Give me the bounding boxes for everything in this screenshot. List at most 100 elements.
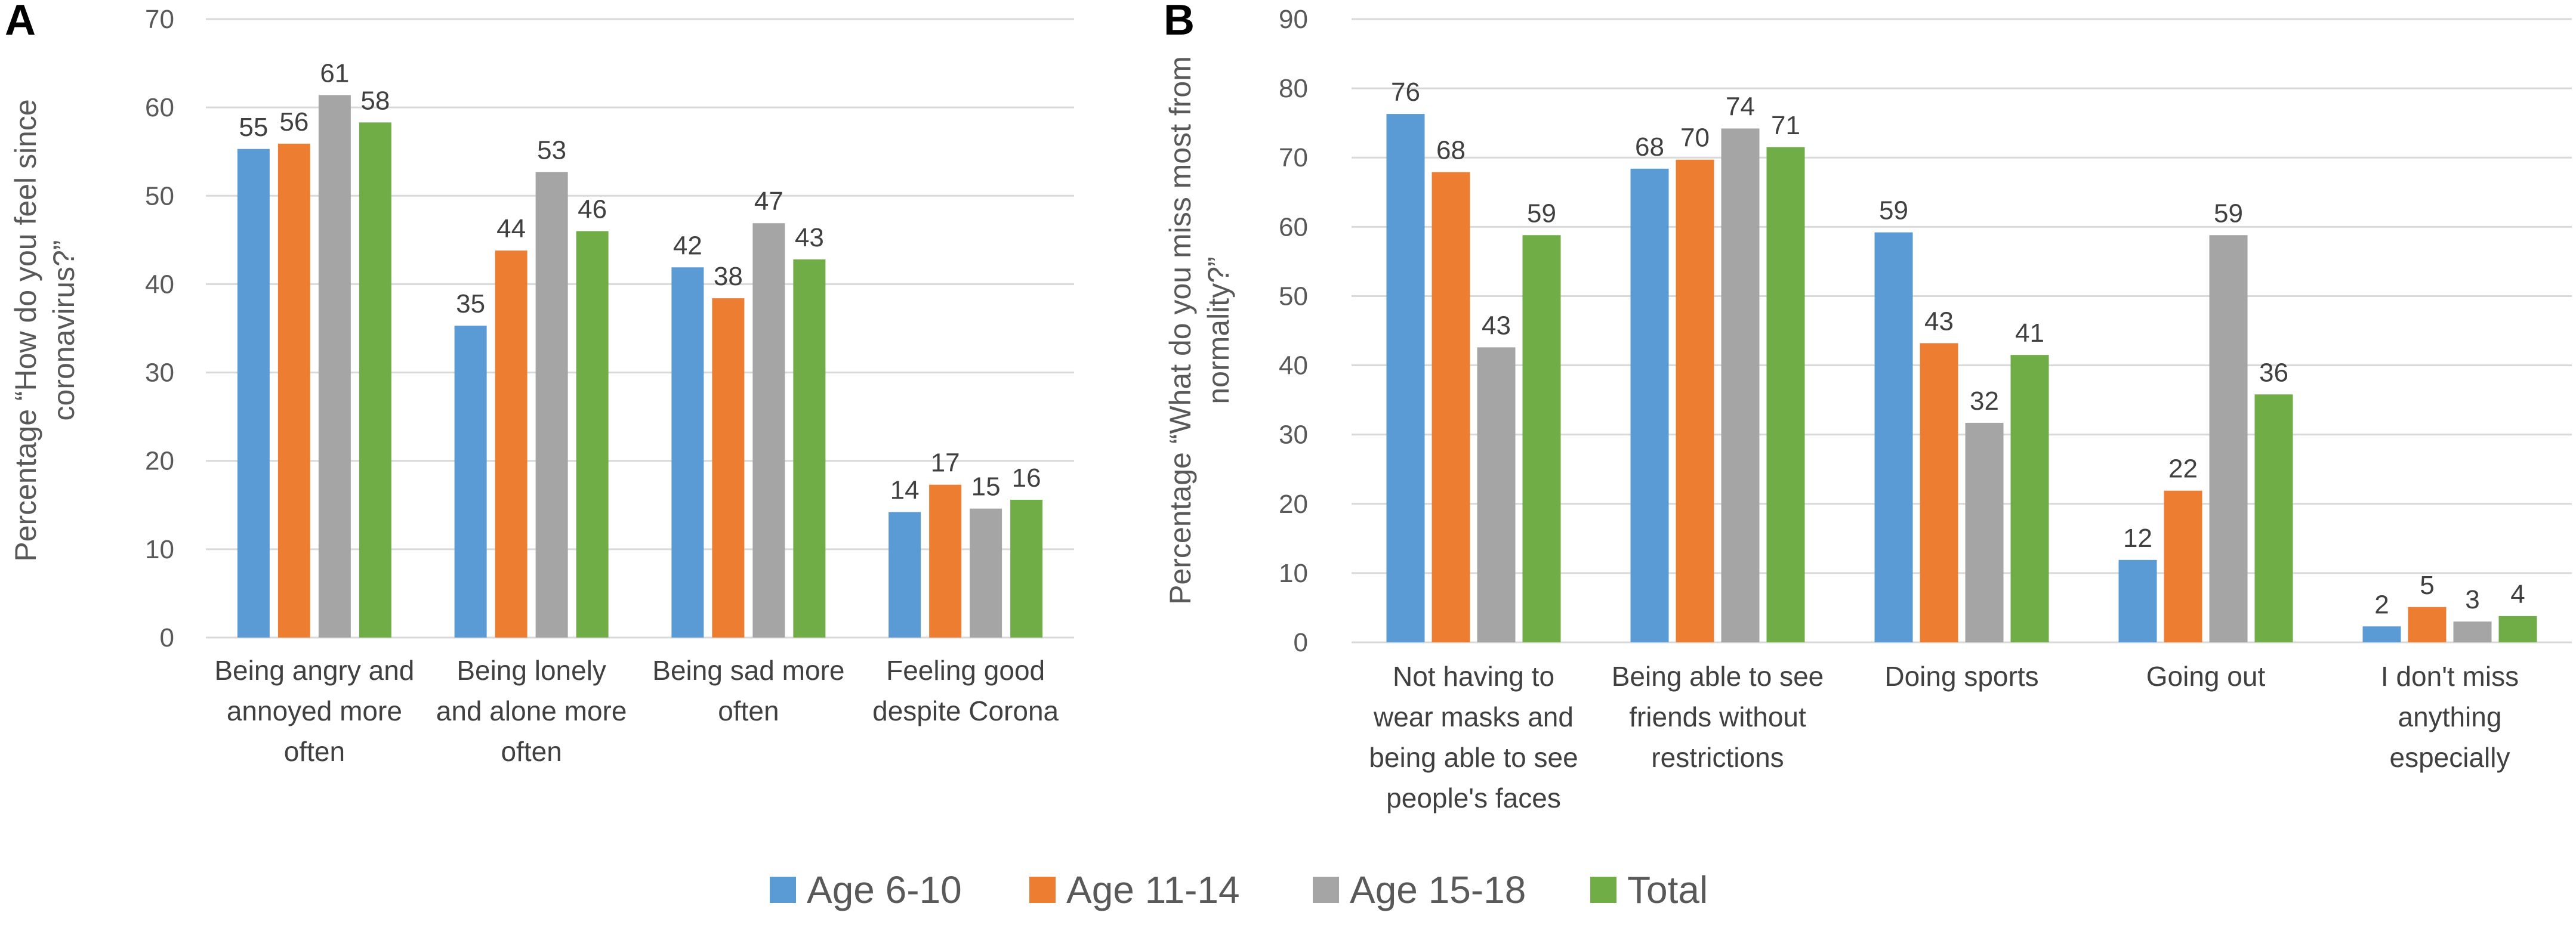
legend-label: Total xyxy=(1627,868,1708,911)
legend-swatch xyxy=(770,877,796,903)
y-tick-label: 60 xyxy=(1279,212,1308,242)
data-label: 12 xyxy=(2123,524,2152,553)
y-tick-label: 20 xyxy=(145,447,174,476)
data-label: 5 xyxy=(2420,571,2434,600)
y-axis-title: Percentage “What do you miss most from xyxy=(1164,56,1197,605)
bar-age-11-14 xyxy=(1432,172,1470,642)
category-label: friends without xyxy=(1629,701,1806,732)
legend-swatch xyxy=(1029,877,1056,903)
data-label: 47 xyxy=(754,187,783,216)
data-label: 14 xyxy=(890,476,920,505)
category-label: Being angry and xyxy=(214,655,414,686)
category-label: I don't miss xyxy=(2381,661,2519,692)
data-label: 58 xyxy=(360,86,390,115)
data-label: 35 xyxy=(456,289,485,318)
category-label: and alone more xyxy=(436,695,627,726)
bar-age-6-10 xyxy=(1386,114,1425,643)
data-label: 16 xyxy=(1012,463,1041,493)
category-label: often xyxy=(501,736,562,767)
data-label: 41 xyxy=(2015,318,2044,348)
bar-total xyxy=(2254,394,2293,642)
bar-age-6-10 xyxy=(454,326,487,638)
legend-label: Age 6-10 xyxy=(807,868,962,911)
data-label: 71 xyxy=(1771,111,1800,140)
category-label: annoyed more xyxy=(227,695,402,726)
category-labels-b: Not having to wear masks and being able to… xyxy=(1369,661,2519,813)
bar-age-6-10 xyxy=(1630,168,1669,642)
data-label: 59 xyxy=(1879,196,1908,225)
data-label: 68 xyxy=(1635,132,1664,162)
bar-total xyxy=(1010,499,1043,638)
legend-swatch xyxy=(1590,877,1616,903)
bar-age-11-14 xyxy=(1676,159,1714,642)
category-label: Not having to xyxy=(1393,661,1554,692)
legend-swatch xyxy=(1313,877,1339,903)
data-label: 55 xyxy=(239,113,268,142)
y-tick-label: 40 xyxy=(1279,351,1308,381)
category-label: Being lonely xyxy=(456,655,606,686)
bar-age-15-18 xyxy=(318,95,351,638)
bar-age-11-14 xyxy=(495,250,527,638)
y-tick-label: 70 xyxy=(1279,143,1308,172)
y-axis-title: coronavirus?” xyxy=(47,240,81,421)
bar-age-11-14 xyxy=(929,484,962,638)
y-tick-label: 0 xyxy=(160,623,174,652)
bar-age-15-18 xyxy=(2453,621,2492,642)
bar-age-6-10 xyxy=(2362,626,2401,642)
category-label: Feeling good xyxy=(886,655,1045,686)
y-axis-title: Percentage “How do you feel since xyxy=(9,99,42,561)
category-labels-a: Being angry and annoyed more often Being lo… xyxy=(214,655,1059,767)
y-axis-label-b: Percentage “What do you miss most from no… xyxy=(1164,56,1235,605)
data-label: 32 xyxy=(1970,386,1999,416)
data-label: 2 xyxy=(2374,590,2389,619)
data-label: 53 xyxy=(537,135,566,165)
bar-age-15-18 xyxy=(2209,235,2248,642)
data-label: 17 xyxy=(931,448,960,478)
bar-total xyxy=(1766,147,1805,643)
y-tick-label: 80 xyxy=(1279,74,1308,103)
bar-age-6-10 xyxy=(237,149,270,638)
bar-age-15-18 xyxy=(752,223,785,638)
data-label: 42 xyxy=(673,231,702,260)
data-label: 43 xyxy=(1924,307,1954,336)
bar-age-11-14 xyxy=(277,143,310,638)
data-label: 4 xyxy=(2510,580,2525,609)
y-tick-label: 20 xyxy=(1279,490,1308,519)
legend-label: Age 15-18 xyxy=(1350,868,1526,911)
panel-letter-a: A xyxy=(5,0,36,44)
bars-b xyxy=(1386,114,2537,643)
bar-age-6-10 xyxy=(2118,559,2157,642)
y-tick-label: 30 xyxy=(1279,420,1308,450)
category-label: anything xyxy=(2398,701,2502,732)
data-label: 43 xyxy=(795,223,824,252)
data-label: 74 xyxy=(1726,92,1755,121)
bar-total xyxy=(359,122,391,638)
data-label: 70 xyxy=(1680,123,1710,153)
bar-age-6-10 xyxy=(1874,232,1913,643)
bar-total xyxy=(793,259,826,638)
category-label: Being sad more xyxy=(652,655,844,686)
data-label: 38 xyxy=(714,262,743,291)
category-label: often xyxy=(284,736,345,767)
bar-total xyxy=(1522,235,1561,642)
bar-total xyxy=(2498,615,2537,642)
category-label: Going out xyxy=(2146,661,2266,692)
y-ticks-a: 0 10 20 30 40 50 60 70 xyxy=(145,5,174,652)
data-label: 36 xyxy=(2259,358,2288,387)
y-tick-label: 50 xyxy=(145,181,174,211)
bar-age-11-14 xyxy=(2408,607,2447,642)
data-labels-b: 76 68 43 59 68 70 74 71 59 43 32 41 12 22 59 36 2 5 3 4 xyxy=(1391,78,2525,619)
bar-age-15-18 xyxy=(1721,128,1760,642)
y-tick-label: 90 xyxy=(1279,5,1308,34)
category-label: people's faces xyxy=(1386,782,1561,813)
data-label: 15 xyxy=(971,472,1001,502)
category-label: restrictions xyxy=(1651,742,1784,773)
data-label: 56 xyxy=(279,107,308,137)
bar-age-11-14 xyxy=(2164,490,2202,642)
data-label: 43 xyxy=(1482,311,1511,340)
bar-age-6-10 xyxy=(889,512,921,638)
category-label: despite Corona xyxy=(872,695,1059,726)
y-axis-title: normality?” xyxy=(1202,256,1235,404)
